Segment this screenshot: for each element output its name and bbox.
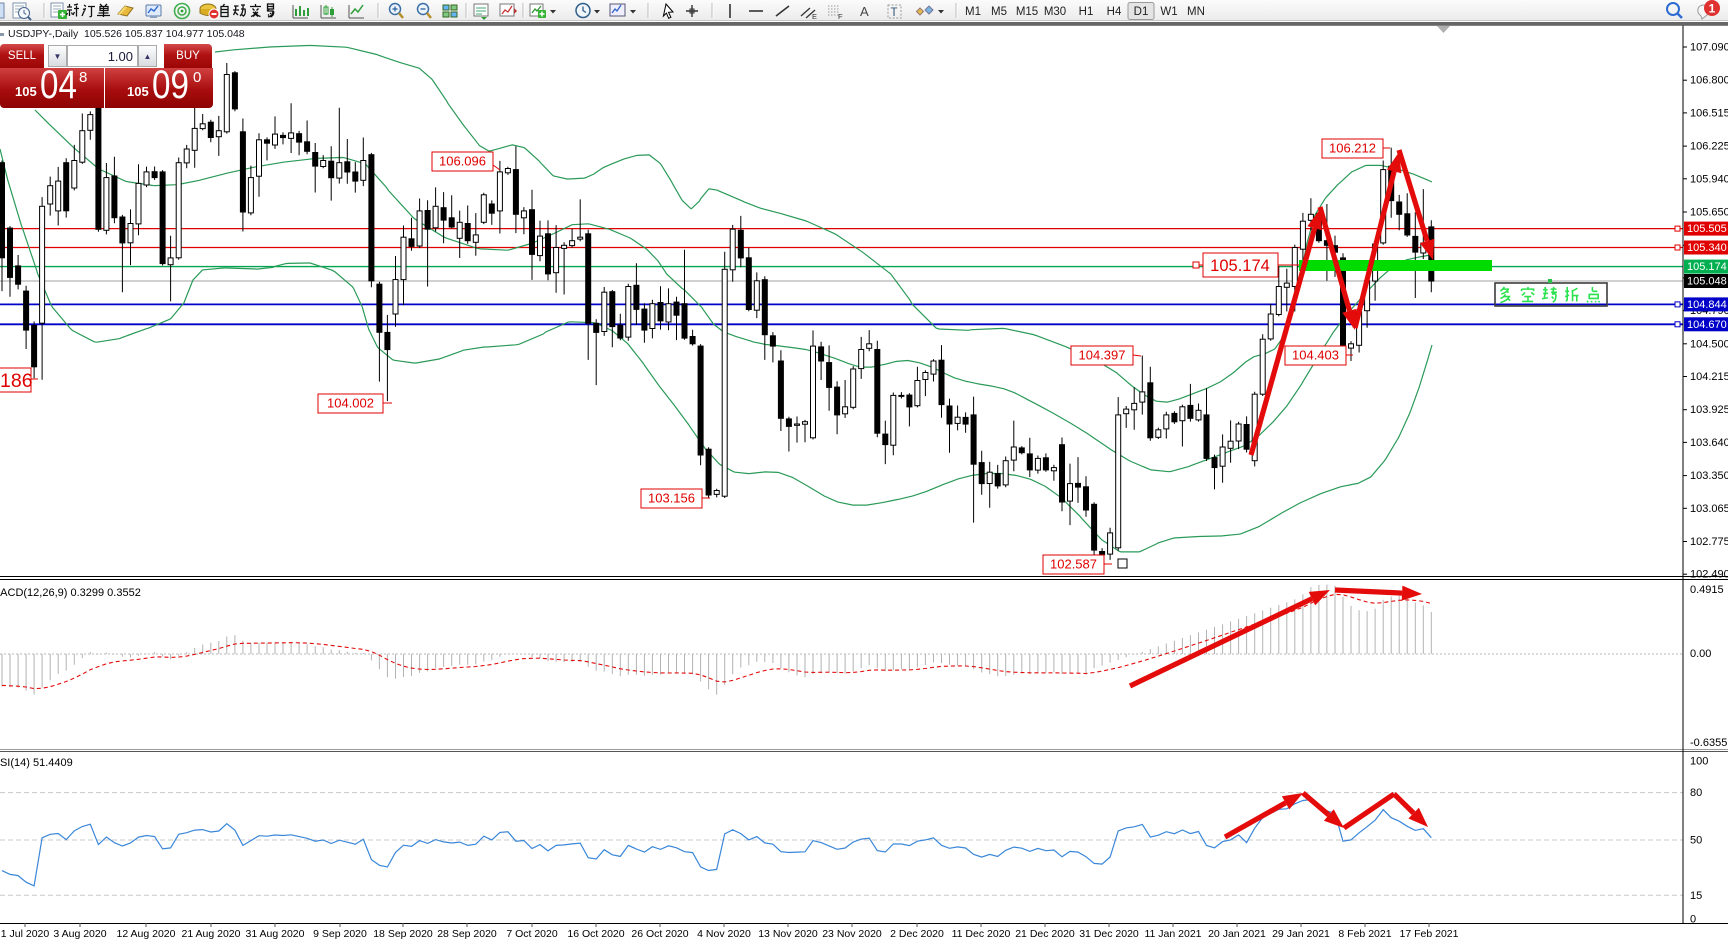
svg-text:104.403: 104.403 [1292, 348, 1339, 363]
svg-text:103.065: 103.065 [1690, 503, 1728, 515]
svg-text:106.096: 106.096 [439, 154, 486, 169]
svg-text:12 Aug 2020: 12 Aug 2020 [117, 928, 176, 940]
svg-text:105.174: 105.174 [1687, 261, 1727, 273]
svg-text:MACD(12,26,9) 0.3299 0.3552: MACD(12,26,9) 0.3299 0.3552 [0, 587, 141, 599]
svg-text:80: 80 [1690, 787, 1702, 799]
svg-text:105.340: 105.340 [1687, 242, 1727, 254]
svg-text:105.505: 105.505 [1687, 223, 1727, 235]
svg-text:102.775: 102.775 [1690, 536, 1728, 548]
svg-text:105.940: 105.940 [1690, 173, 1728, 185]
svg-text:11 Jan 2021: 11 Jan 2021 [1144, 928, 1201, 940]
svg-text:H1: H1 [1079, 6, 1094, 18]
svg-text:31 Dec 2020: 31 Dec 2020 [1079, 928, 1139, 940]
svg-text:106.225: 106.225 [1690, 141, 1728, 153]
svg-text:MN: MN [1187, 6, 1205, 18]
svg-text:26 Oct 2020: 26 Oct 2020 [631, 928, 688, 940]
svg-text:4 Nov 2020: 4 Nov 2020 [697, 928, 751, 940]
svg-text:21 Aug 2020: 21 Aug 2020 [182, 928, 241, 940]
svg-text:50: 50 [1690, 835, 1702, 847]
svg-text:M15: M15 [1016, 6, 1038, 18]
svg-text:103.640: 103.640 [1690, 437, 1728, 449]
svg-text:M5: M5 [991, 6, 1007, 18]
svg-text:106.515: 106.515 [1690, 107, 1728, 119]
svg-text:104.215: 104.215 [1690, 371, 1728, 383]
svg-text:107.090: 107.090 [1690, 42, 1728, 54]
svg-text:RSI(14) 51.4409: RSI(14) 51.4409 [0, 757, 73, 769]
svg-text:105.174: 105.174 [1210, 257, 1270, 275]
svg-text:0.4915: 0.4915 [1690, 584, 1724, 596]
svg-text:M30: M30 [1044, 6, 1066, 18]
svg-text:-0.6355: -0.6355 [1690, 737, 1727, 749]
svg-text:2 Dec 2020: 2 Dec 2020 [890, 928, 944, 940]
svg-text:16 Oct 2020: 16 Oct 2020 [567, 928, 624, 940]
svg-text:13 Nov 2020: 13 Nov 2020 [758, 928, 818, 940]
svg-text:11 Dec 2020: 11 Dec 2020 [952, 928, 1011, 940]
svg-text:18 Sep 2020: 18 Sep 2020 [373, 928, 433, 940]
svg-text:M1: M1 [965, 6, 981, 18]
svg-text:17 Feb 2021: 17 Feb 2021 [1400, 928, 1459, 940]
svg-text:23 Nov 2020: 23 Nov 2020 [822, 928, 882, 940]
svg-text:D1: D1 [1134, 6, 1149, 18]
svg-text:3 Aug 2020: 3 Aug 2020 [53, 928, 106, 940]
svg-text:8 Feb 2021: 8 Feb 2021 [1338, 928, 1391, 940]
svg-text:20 Jan 2021: 20 Jan 2021 [1208, 928, 1266, 940]
svg-text:28 Sep 2020: 28 Sep 2020 [437, 928, 497, 940]
svg-text:1: 1 [1709, 2, 1716, 16]
svg-text:102.490: 102.490 [1690, 569, 1728, 581]
svg-text:A: A [860, 4, 869, 19]
svg-text:104.670: 104.670 [1687, 319, 1727, 331]
svg-text:104.500: 104.500 [1690, 338, 1728, 350]
svg-text:102.587: 102.587 [1050, 557, 1097, 572]
svg-text:104.397: 104.397 [1079, 348, 1126, 363]
svg-text:9 Sep 2020: 9 Sep 2020 [313, 928, 367, 940]
svg-text:106.800: 106.800 [1690, 75, 1728, 87]
svg-text:104.844: 104.844 [1687, 299, 1727, 311]
svg-text:31 Aug 2020: 31 Aug 2020 [246, 928, 305, 940]
svg-text:0.00: 0.00 [1690, 648, 1711, 660]
svg-text:USDJPY-,Daily 105.526 105.837: USDJPY-,Daily 105.526 105.837 104.977 10… [8, 28, 245, 40]
svg-text:186: 186 [0, 370, 33, 392]
svg-text:1 Jul 2020: 1 Jul 2020 [1, 928, 50, 940]
svg-text:106.212: 106.212 [1329, 141, 1376, 156]
svg-text:W1: W1 [1160, 6, 1177, 18]
svg-text:103.925: 103.925 [1690, 404, 1728, 416]
svg-text:E: E [812, 12, 817, 21]
svg-text:105.650: 105.650 [1690, 207, 1728, 219]
svg-text:21 Dec 2020: 21 Dec 2020 [1015, 928, 1075, 940]
svg-text:0: 0 [1690, 914, 1696, 926]
svg-text:100: 100 [1690, 756, 1708, 768]
svg-text:F: F [838, 12, 843, 21]
svg-text:T: T [891, 7, 898, 19]
svg-text:103.350: 103.350 [1690, 470, 1728, 482]
svg-text:H4: H4 [1107, 6, 1122, 18]
svg-text:15: 15 [1690, 890, 1702, 902]
svg-text:29 Jan 2021: 29 Jan 2021 [1272, 928, 1330, 940]
svg-text:104.002: 104.002 [327, 396, 374, 411]
svg-text:105.048: 105.048 [1687, 276, 1727, 288]
svg-text:103.156: 103.156 [648, 491, 695, 506]
svg-text:7 Oct 2020: 7 Oct 2020 [506, 928, 558, 940]
